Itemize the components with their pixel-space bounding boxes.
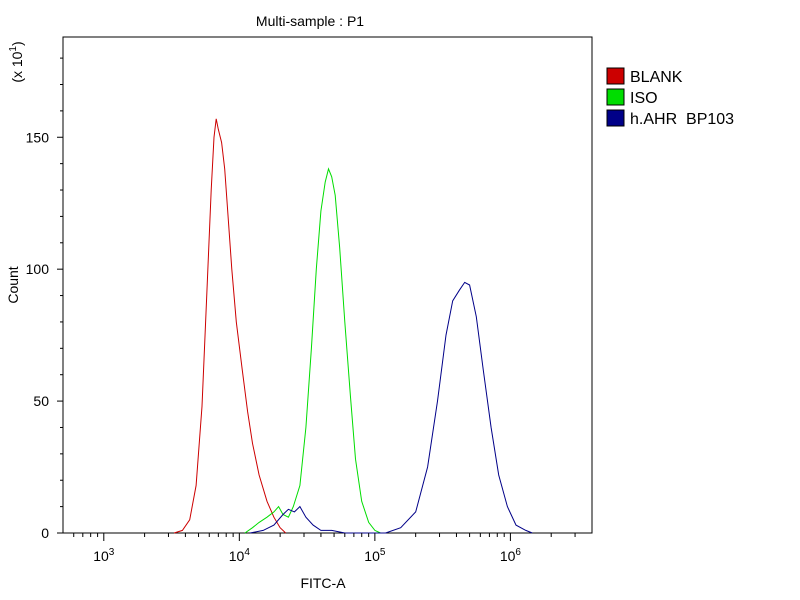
chart-title: Multi-sample : P1 xyxy=(256,13,364,29)
x-tick-label-2: 105 xyxy=(364,547,386,564)
y-multiplier-base: (x 10 xyxy=(9,51,25,82)
y-tick-label-3: 150 xyxy=(26,129,50,145)
legend: BLANK ISO h.AHR BP103 xyxy=(606,67,734,128)
x-tick-label-0: 103 xyxy=(93,547,115,564)
series-line-0 xyxy=(173,118,287,534)
y-tick-label-2: 100 xyxy=(26,261,50,277)
legend-label-0: BLANK xyxy=(630,69,683,86)
legend-swatch-1 xyxy=(606,88,625,106)
x-tick-label-3: 106 xyxy=(500,547,522,564)
series-line-2 xyxy=(250,281,533,534)
y-axis-ticks: 0 50 100 150 xyxy=(26,57,63,541)
series-line-1 xyxy=(244,167,381,534)
legend-swatch-2 xyxy=(606,109,625,127)
legend-label-2: h.AHR BP103 xyxy=(630,111,734,128)
plot-frame xyxy=(62,36,593,534)
y-multiplier-close: ) xyxy=(9,41,25,46)
x-axis-label: FITC-A xyxy=(300,575,346,591)
y-tick-label-0: 0 xyxy=(41,525,49,541)
series-layer xyxy=(173,118,533,534)
y-multiplier-exp: 1 xyxy=(8,46,19,52)
legend-label-1: ISO xyxy=(630,90,658,107)
x-tick-label-1: 104 xyxy=(229,547,251,564)
y-tick-label-1: 50 xyxy=(33,393,49,409)
y-axis-multiplier: (x 101) xyxy=(8,41,25,82)
legend-swatch-0 xyxy=(606,67,625,85)
x-axis-ticks: 103 104 105 106 xyxy=(73,533,576,564)
y-axis-label: Count xyxy=(5,266,21,303)
